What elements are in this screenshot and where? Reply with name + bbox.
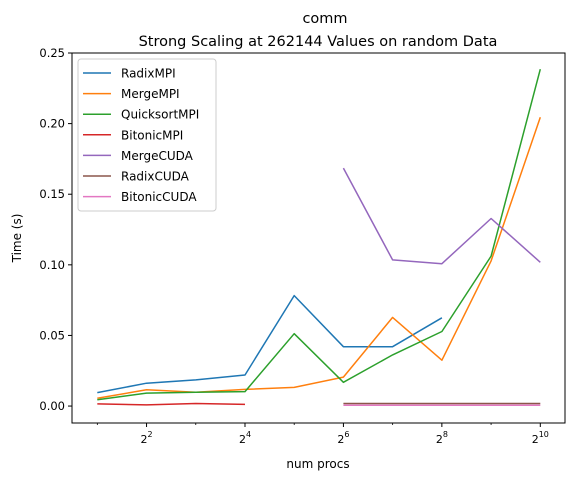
x-axis: 22 24 26 28 210 xyxy=(96,423,549,446)
legend-label-4: MergeCUDA xyxy=(121,149,194,163)
series-line-1 xyxy=(97,117,542,400)
legend-label-6: BitonicCUDA xyxy=(121,190,197,204)
series-line-0 xyxy=(97,294,443,394)
axes-frame xyxy=(71,52,566,424)
y-tick-label-5: 0.25 xyxy=(39,46,65,60)
legend-label-0: RadixMPI xyxy=(121,67,176,81)
x-tick-label-base-4: 2 xyxy=(532,433,539,446)
y-axis: 0.00 0.05 0.10 0.15 0.20 0.25 xyxy=(39,46,72,413)
y-axis-label: Time (s) xyxy=(10,214,24,264)
legend-label-1: MergeMPI xyxy=(121,87,180,101)
legend-label-3: BitonicMPI xyxy=(121,128,183,142)
series-line-4 xyxy=(342,167,541,265)
x-tick-label-exponent-1: 4 xyxy=(246,430,251,439)
chart-title: comm xyxy=(302,11,347,27)
x-tick-label-exponent-0: 2 xyxy=(147,430,152,439)
y-tick-label-1: 0.05 xyxy=(39,328,65,342)
y-tick-label-4: 0.20 xyxy=(39,117,65,131)
x-tick-label-exponent-2: 6 xyxy=(344,430,349,439)
series-line-3 xyxy=(97,402,246,406)
legend-label-2: QuicksortMPI xyxy=(121,108,199,122)
x-tick-label-base-3: 2 xyxy=(436,433,443,446)
series-line-2 xyxy=(97,69,542,401)
x-tick-label-exponent-4: 10 xyxy=(539,430,549,439)
y-tick-label-2: 0.10 xyxy=(39,258,65,272)
x-tick-label-0: 22 xyxy=(140,430,152,446)
x-tick-label-3: 28 xyxy=(436,430,448,446)
series-layer xyxy=(97,69,542,407)
x-axis-label: num procs xyxy=(286,457,349,471)
x-tick-label-2: 26 xyxy=(337,430,349,446)
legend-frame xyxy=(77,58,217,212)
legend: RadixMPI MergeMPI QuicksortMPI BitonicMPI Me… xyxy=(77,58,217,212)
x-tick-label-base-2: 2 xyxy=(337,433,344,446)
x-tick-label-4: 210 xyxy=(532,430,549,446)
legend-label-5: RadixCUDA xyxy=(121,170,190,184)
x-tick-label-1: 24 xyxy=(239,430,251,446)
y-tick-label-0: 0.00 xyxy=(39,399,65,413)
x-tick-label-base-1: 2 xyxy=(239,433,246,446)
chart-subtitle: Strong Scaling at 262144 Values on rando… xyxy=(139,34,498,50)
y-tick-label-3: 0.15 xyxy=(39,187,65,201)
x-tick-label-base-0: 2 xyxy=(140,433,147,446)
x-tick-label-exponent-3: 8 xyxy=(443,430,448,439)
plot-area xyxy=(71,52,566,424)
